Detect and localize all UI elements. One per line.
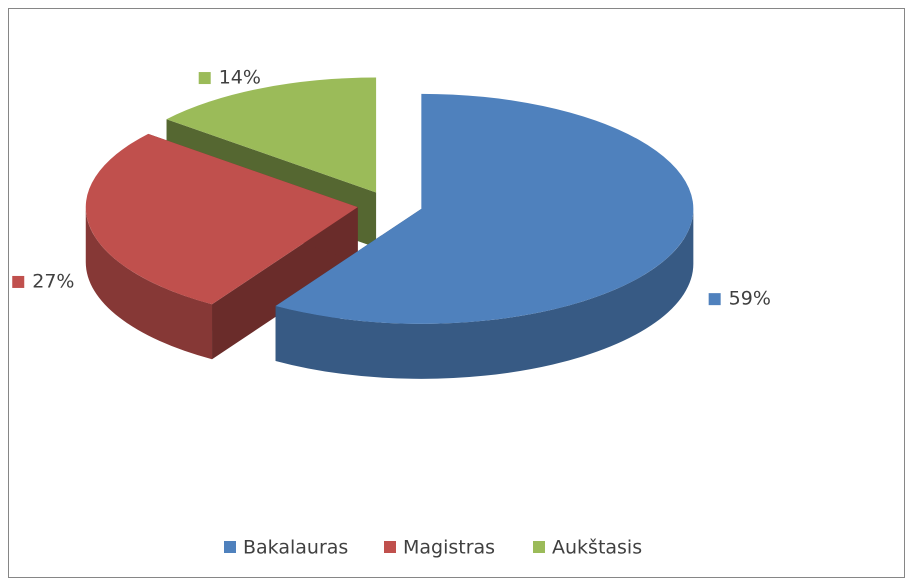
legend-marker [224,541,236,553]
slice-side [85,207,213,360]
data-label-marker [708,293,721,306]
data-label-marker [12,275,25,288]
legend-marker [384,541,396,553]
slice [166,77,377,193]
data-label: 59% [729,288,771,310]
slice-side [275,208,694,379]
data-label: 27% [32,270,74,292]
legend-label: Aukštasis [552,537,642,559]
data-label-marker [198,72,211,85]
legend-label: Magistras [403,537,495,559]
legend-marker [533,541,545,553]
slice [85,133,358,305]
data-label: 14% [219,67,261,89]
slice [275,93,694,324]
legend-label: Bakalauras [243,537,348,559]
